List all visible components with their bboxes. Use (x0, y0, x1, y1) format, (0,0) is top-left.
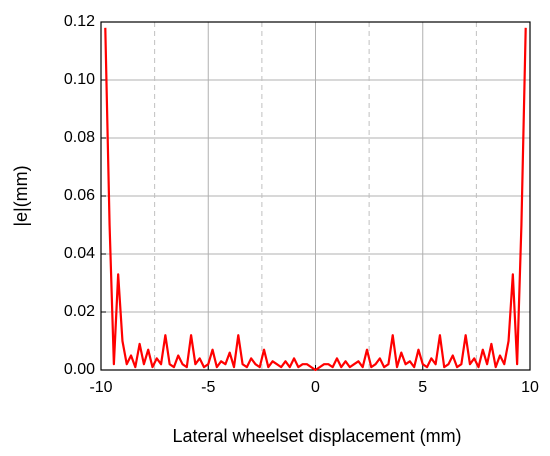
y-tick-label: 0.02 (64, 303, 95, 320)
y-tick-label: 0.00 (64, 361, 95, 378)
x-axis-label: Lateral wheelset displacement (mm) (172, 426, 461, 446)
x-tick-label: 5 (418, 379, 427, 396)
y-tick-label: 0.10 (64, 71, 95, 88)
y-axis-label: |e|(mm) (11, 165, 31, 226)
data-line (104, 27, 527, 372)
y-tick-label: 0.12 (64, 13, 95, 30)
x-tick-label: 0 (311, 379, 320, 396)
x-tick-label: -5 (201, 379, 215, 396)
y-tick-label: 0.04 (64, 245, 95, 262)
x-tick-label: 10 (521, 379, 539, 396)
y-tick-label: 0.06 (64, 187, 95, 204)
y-tick-label: 0.08 (64, 129, 95, 146)
x-tick-label: -10 (89, 379, 112, 396)
